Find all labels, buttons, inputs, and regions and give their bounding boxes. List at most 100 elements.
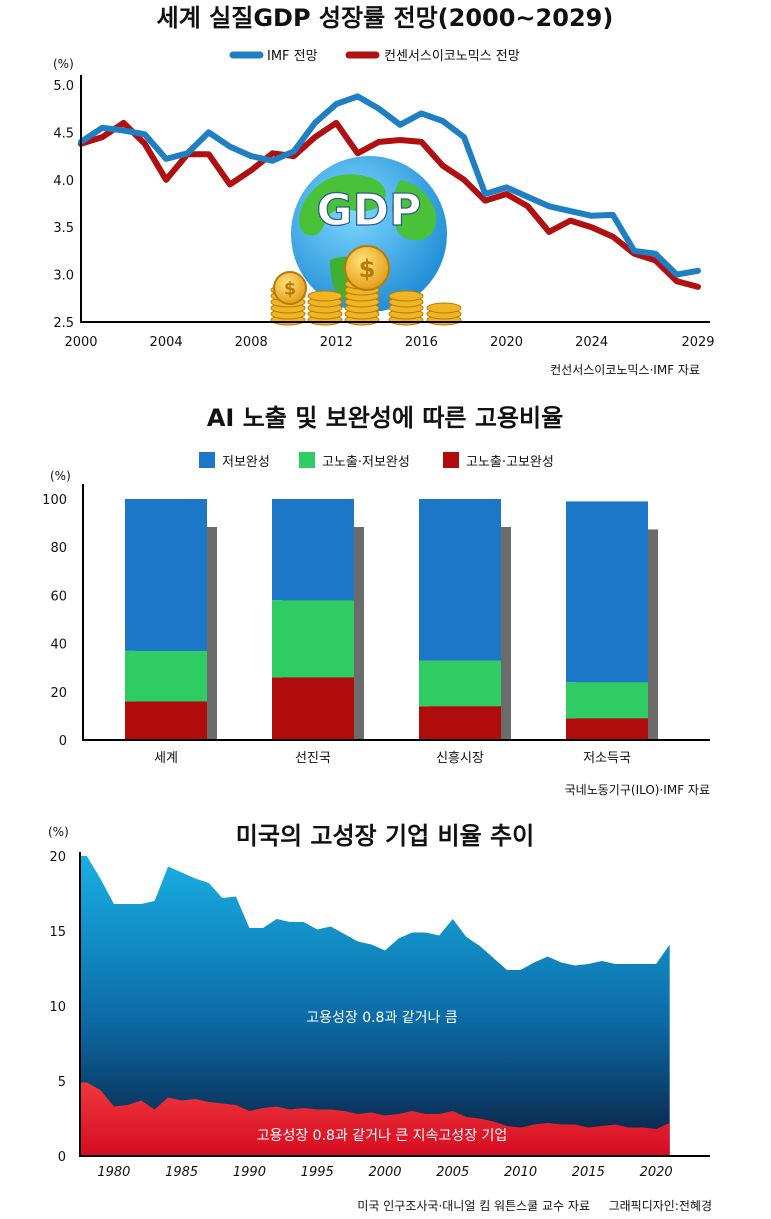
legend-label-high-exp-high-comp: 고노출·고보완성 (466, 455, 554, 470)
x-tick-label: 2000 (64, 335, 97, 350)
dollar-icon: $ (359, 255, 376, 283)
chart1-source: 컨선서스이코노믹스·IMF 자료 (550, 363, 700, 377)
x-tick-label: 2000 (368, 1165, 401, 1180)
y-tick-label: 15 (49, 925, 66, 940)
category-label: 저소득국 (583, 751, 631, 766)
high-growth-firms-chart: (%) 미국의 고성장 기업 비율 추이 0 5 10 15 20 고용성장 0.8과 … (48, 822, 712, 1213)
x-tick-label: 2004 (150, 335, 183, 350)
chart3-source: 미국 인구조사국·대니얼 킴 워튼스쿨 교수 자료 (357, 1199, 590, 1213)
chart1-lines (78, 93, 701, 290)
y-tick-label: 60 (50, 589, 67, 604)
dollar-icon: $ (284, 279, 296, 299)
chart3-credit: 그래픽디자인:전혜경 (609, 1199, 712, 1213)
area-label-sustained: 고용성장 0.8과 같거나 큰 지속고성장 기업 (257, 1128, 508, 1144)
chart3-title: 미국의 고성장 기업 비율 추이 (236, 822, 534, 850)
chart2-categories: 세계 선진국 신흥시장 저소득국 (154, 751, 631, 766)
bar-segment (125, 650, 207, 702)
chart3-unit: (%) (48, 825, 69, 839)
y-tick-label: 20 (49, 850, 66, 865)
x-tick-label: 1995 (301, 1165, 334, 1180)
coin (388, 290, 424, 302)
continent-shape (391, 180, 436, 241)
y-tick-label: 5.0 (53, 79, 74, 94)
y-tick-label: 40 (50, 638, 67, 653)
y-tick-label: 10 (49, 1000, 66, 1015)
x-tick-label: 2010 (504, 1165, 537, 1180)
x-tick-label: 2005 (436, 1165, 469, 1180)
area-label-all: 고용성장 0.8과 같거나 큼 (306, 1010, 458, 1026)
bar-segment (125, 701, 207, 740)
bar-segment (272, 499, 354, 601)
legend-label-imf: IMF 전망 (267, 49, 318, 64)
chart2-legend: 저보완성 고노출·저보완성 고노출·고보완성 (199, 452, 554, 470)
bar-segment (566, 682, 648, 719)
area-series-sustained-high-growth (80, 1082, 670, 1156)
y-tick-label: 80 (50, 541, 67, 556)
category-label: 세계 (154, 751, 178, 766)
globe-gdp-text: GDP (317, 185, 422, 236)
chart2-title: AI 노출 및 보완성에 따른 고용비율 (207, 404, 563, 432)
coin (307, 290, 343, 302)
legend-label-consensus: 컨센서스이코노믹스 전망 (384, 49, 520, 64)
x-tick-label: 2016 (405, 335, 438, 350)
x-tick-label: 1980 (97, 1165, 130, 1180)
chart2-unit: (%) (50, 469, 71, 483)
x-tick-label: 2020 (490, 335, 523, 350)
y-tick-label: 4.5 (53, 126, 74, 141)
legend-label-low-complement: 저보완성 (222, 455, 270, 470)
chart3-axes (79, 852, 710, 1157)
x-tick-label: 1985 (165, 1165, 198, 1180)
chart1-legend: IMF 전망 컨센서스이코노믹스 전망 (229, 49, 520, 64)
bar-segment (272, 600, 354, 678)
x-tick-label: 2008 (235, 335, 268, 350)
x-tick-label: 2024 (575, 335, 608, 350)
legend-swatch-high-exp-high-comp (443, 452, 459, 468)
bar-segment (125, 499, 207, 651)
chart3-areas (80, 856, 670, 1156)
chart1-axes (80, 75, 710, 323)
legend-swatch-low-complement (199, 452, 215, 468)
series-line-consensus (78, 119, 701, 290)
coin (344, 245, 390, 291)
chart1-x-ticks: 2000 2004 2008 2012 2016 2020 2024 2029 (64, 335, 714, 350)
continent-shape (299, 174, 386, 236)
x-tick-label: 1990 (233, 1165, 266, 1180)
y-tick-label: 0 (59, 734, 67, 749)
category-label: 선진국 (295, 751, 331, 766)
coin (273, 271, 307, 305)
chart1-y-ticks: 2.5 3.0 3.5 4.0 4.5 5.0 (53, 79, 74, 331)
x-tick-label: 2020 (640, 1165, 673, 1180)
area-series-all-high-growth (80, 856, 670, 1156)
chart3-x-ticks: 1980 1985 1990 1995 2000 2005 2010 2015 2020 (97, 1165, 672, 1180)
x-tick-label: 2015 (572, 1165, 605, 1180)
series-line-imf (78, 93, 701, 278)
chart1-title: 세계 실질GDP 성장률 전망(2000~2029) (157, 4, 614, 32)
ai-exposure-chart: AI 노출 및 보완성에 따른 고용비율 저보완성 고노출·저보완성 고노출·고… (42, 404, 710, 797)
bar-segment (566, 501, 648, 683)
bar-segment (272, 677, 354, 740)
bar-segment (419, 660, 501, 707)
y-tick-label: 20 (50, 686, 67, 701)
bar-segment (419, 499, 501, 661)
coin (426, 302, 462, 314)
y-tick-label: 2.5 (53, 316, 74, 331)
y-tick-label: 4.0 (53, 174, 74, 189)
x-tick-label: 2029 (681, 335, 714, 350)
category-label: 신흥시장 (436, 751, 484, 766)
chart2-y-ticks: 0 20 40 60 80 100 (42, 493, 67, 749)
chart2-bars (125, 499, 658, 740)
chart3-y-ticks: 0 5 10 15 20 (49, 850, 66, 1165)
y-tick-label: 5 (58, 1075, 66, 1090)
chart2-axes (82, 484, 710, 741)
chart1-unit: (%) (53, 57, 74, 71)
coin-stack-icon: $$ (270, 245, 462, 326)
chart2-source: 국네노동기구(ILO)·IMF 자료 (565, 783, 710, 797)
y-tick-label: 3.0 (53, 269, 74, 284)
bar-segment (419, 706, 501, 740)
y-tick-label: 0 (58, 1150, 66, 1165)
x-tick-label: 2012 (320, 335, 353, 350)
legend-swatch-high-exp-low-comp (299, 452, 315, 468)
bar-segment (566, 718, 648, 740)
legend-label-high-exp-low-comp: 고노출·저보완성 (322, 455, 410, 470)
